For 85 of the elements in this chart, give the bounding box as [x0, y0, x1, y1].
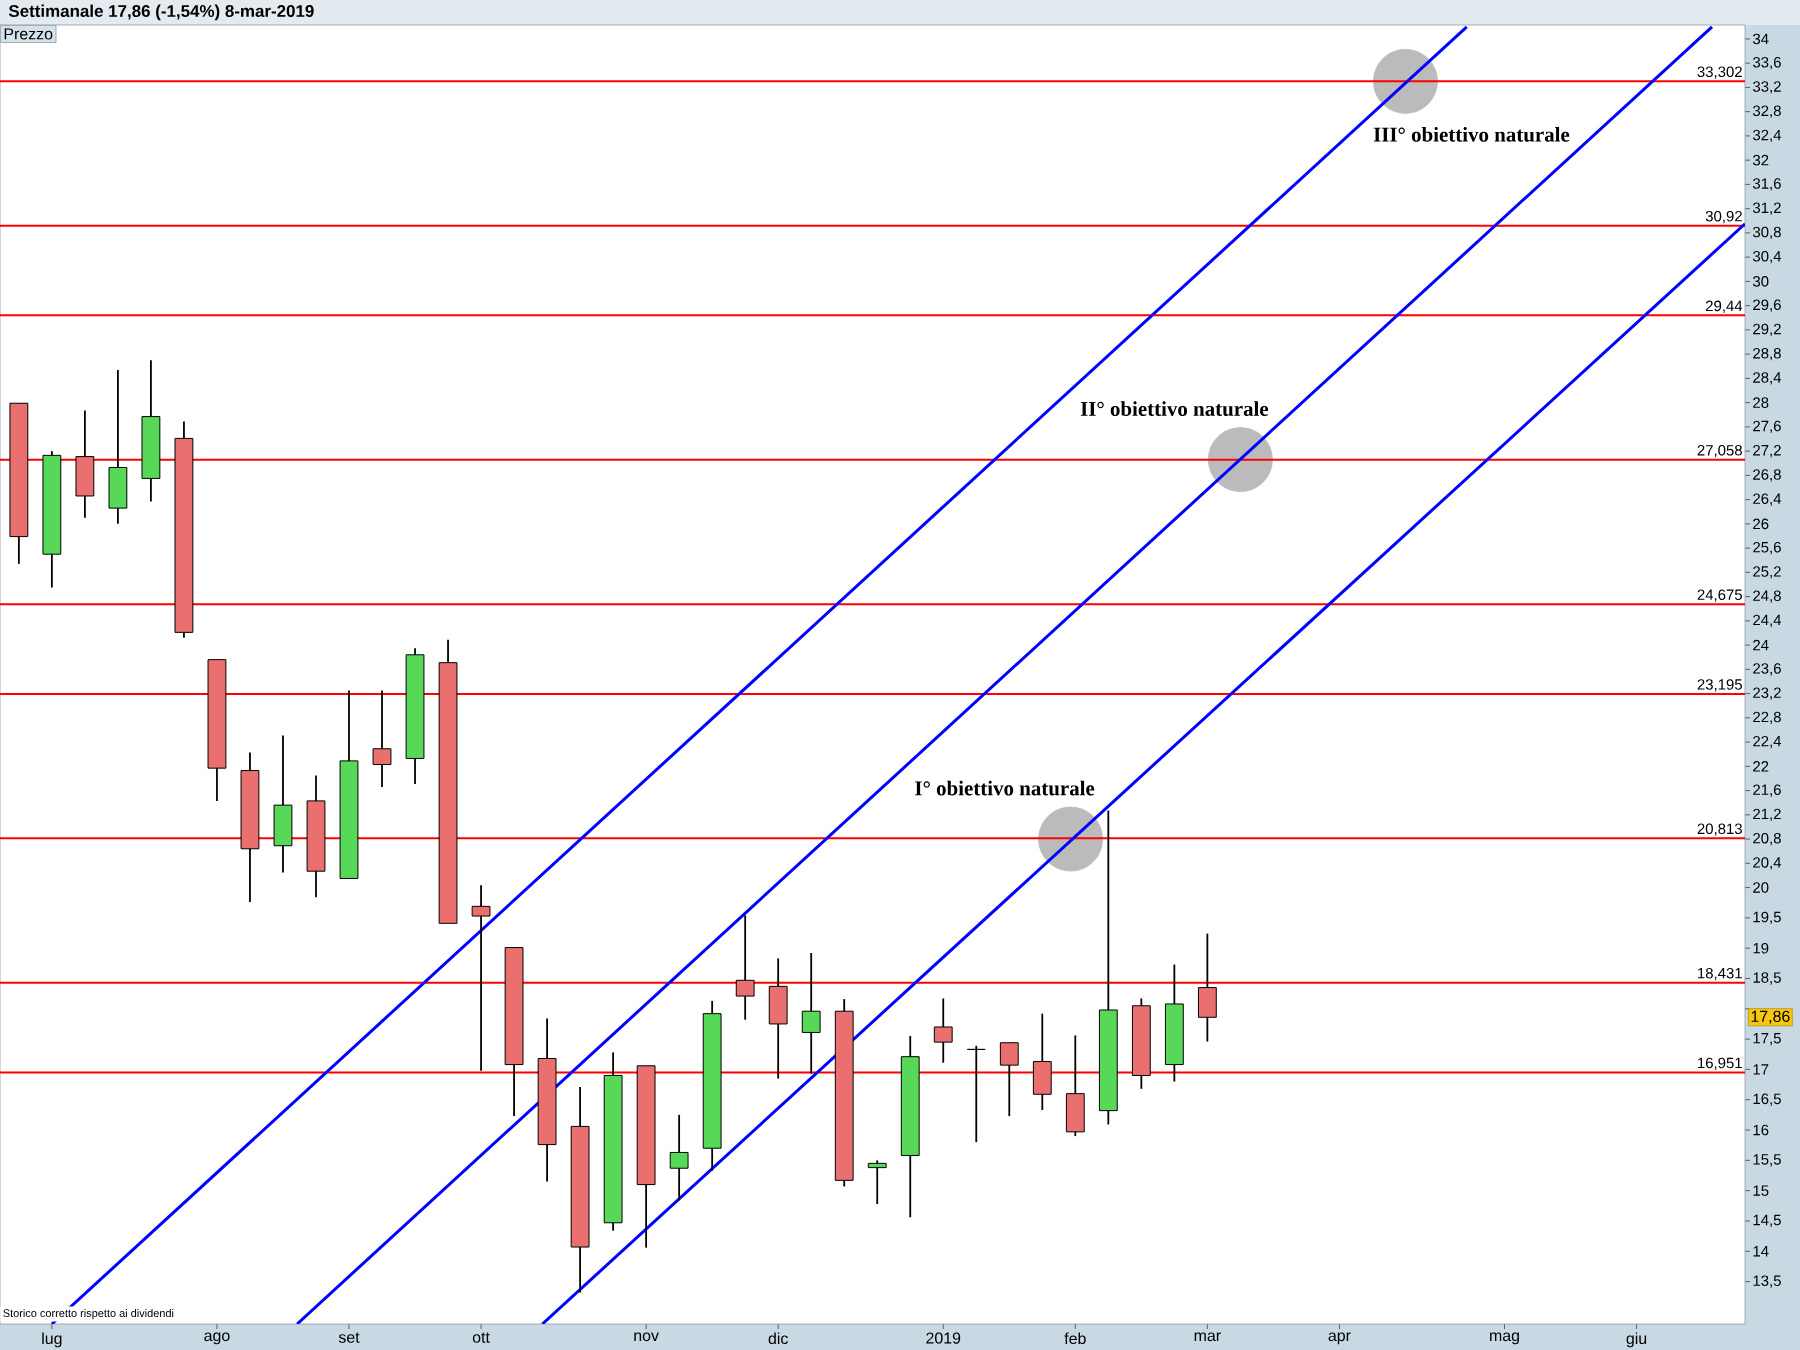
ref-line-label: 33,302	[1697, 66, 1742, 79]
y-tick-label: 27,2	[1753, 444, 1781, 458]
chart-title: Settimanale 17,86 (-1,54%) 8-mar-2019	[8, 4, 314, 21]
x-tick-label: lug	[42, 1332, 62, 1348]
y-tick-label: 16	[1753, 1124, 1769, 1136]
annotation: III° obiettivo naturale	[1373, 126, 1570, 142]
y-tick-label: 26	[1753, 518, 1769, 530]
y-tick-label: 33,2	[1752, 81, 1781, 94]
y-tick-label: 26,4	[1753, 493, 1782, 506]
annotation: II° obiettivo naturale	[1080, 401, 1269, 416]
ref-line-label: 27,058	[1697, 444, 1742, 458]
x-tick-label: ott	[472, 1332, 490, 1343]
x-tick-label: mag	[1490, 1332, 1519, 1345]
y-tick-label: 22	[1753, 761, 1769, 772]
y-tick-label: 14,5	[1753, 1214, 1781, 1228]
y-tick-label: 32	[1752, 154, 1769, 166]
y-tick-label: 23,6	[1753, 663, 1781, 676]
ref-line-label: 24,675	[1697, 589, 1742, 602]
y-tick-label: 14	[1753, 1246, 1769, 1257]
y-tick-label: 31,2	[1752, 202, 1781, 215]
candlestick	[933, 997, 953, 1064]
y-tick-label: 25,2	[1753, 566, 1781, 579]
x-tick-label: dic	[768, 1332, 788, 1345]
candlestick	[966, 1044, 986, 1144]
x-tick-label: giu	[1626, 1332, 1647, 1348]
y-tick-label: 20,4	[1753, 857, 1782, 870]
y-tick-label: 26,8	[1753, 469, 1781, 482]
ref-line-label: 20,813	[1697, 823, 1742, 836]
y-tick-label: 29,2	[1753, 323, 1781, 337]
y-tick-label: 18,5	[1753, 972, 1781, 985]
y-tick-label: 28,8	[1753, 347, 1781, 361]
candlestick	[669, 1113, 689, 1202]
y-tick-label: 24,8	[1753, 590, 1781, 603]
y-tick-label: 15	[1753, 1185, 1769, 1196]
y-tick-label: 27,6	[1753, 420, 1781, 434]
x-tick-label: nov	[634, 1332, 659, 1342]
y-tick-label: 33,6	[1752, 57, 1781, 70]
y-tick-label: 29,6	[1753, 299, 1781, 312]
candlestick	[735, 914, 755, 1021]
y-tick-label: 24,4	[1753, 614, 1782, 628]
annotation: Storico corretto rispetto ai dividendi	[3, 1308, 174, 1320]
candlestick	[372, 689, 392, 788]
y-tick-label: 20	[1753, 882, 1769, 893]
candlestick	[867, 1159, 887, 1205]
y-tick-label: 28,4	[1753, 372, 1782, 385]
y-tick-label: 22,8	[1753, 711, 1781, 724]
y-tick-label: 21,6	[1753, 784, 1781, 797]
y-tick-label: 32,4	[1752, 129, 1782, 143]
x-tick-label: feb	[1064, 1332, 1086, 1345]
x-tick-label: apr	[1328, 1332, 1351, 1345]
candlestick	[999, 1041, 1019, 1117]
y-tick-label: 32,8	[1752, 105, 1781, 118]
candlestick	[471, 884, 491, 1072]
y-tick-label: 31,6	[1752, 178, 1781, 191]
y-tick-label: 30,4	[1752, 250, 1782, 264]
y-tick-label: 30,8	[1752, 226, 1781, 240]
y-tick-label: 20,8	[1753, 832, 1781, 846]
x-tick-label: mar	[1194, 1332, 1221, 1342]
y-tick-label: 22,4	[1753, 735, 1782, 749]
y-tick-label: 34	[1752, 33, 1769, 45]
y-tick-label: 19	[1753, 942, 1769, 954]
ref-line-label: 30,92	[1705, 210, 1742, 224]
x-tick-label: set	[338, 1332, 360, 1343]
y-tick-label: 17	[1753, 1064, 1769, 1075]
y-tick-label: 16,5	[1753, 1093, 1781, 1106]
y-tick-label: 23,2	[1753, 687, 1781, 700]
y-tick-label: 30	[1752, 276, 1769, 287]
ref-line-label: 18,431	[1698, 967, 1742, 981]
annotation: Prezzo	[4, 28, 53, 40]
y-tick-label: 17,5	[1753, 1033, 1781, 1046]
x-tick-label: 2019	[926, 1332, 961, 1344]
y-tick-label: 25,6	[1753, 541, 1781, 555]
ref-line-label: 16,951	[1698, 1057, 1742, 1070]
y-tick-label: 24	[1753, 639, 1769, 651]
y-tick-label: 21,2	[1753, 808, 1781, 821]
y-tick-label: 13,5	[1753, 1275, 1781, 1288]
text: 17,86	[1751, 1010, 1790, 1024]
y-tick-label: 15,5	[1753, 1154, 1781, 1167]
x-tick-label: ago	[204, 1332, 230, 1345]
candlestick	[801, 952, 821, 1075]
ref-line-label: 29,44	[1705, 300, 1743, 313]
y-tick-label: 28	[1753, 397, 1769, 408]
y-tick-label: 19,5	[1753, 911, 1781, 925]
annotation: I° obiettivo naturale	[915, 780, 1095, 796]
ref-line-label: 23,195	[1697, 679, 1742, 692]
